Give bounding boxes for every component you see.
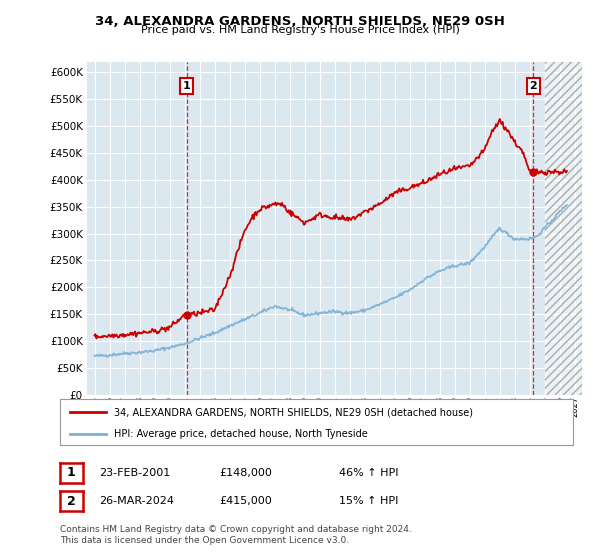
Text: 2: 2 (67, 494, 76, 508)
Text: 1: 1 (67, 466, 76, 479)
Bar (545, 62, 589, 395)
Text: Contains HM Land Registry data © Crown copyright and database right 2024.
This d: Contains HM Land Registry data © Crown c… (60, 525, 412, 545)
Text: 1: 1 (183, 81, 191, 91)
Text: 26-MAR-2024: 26-MAR-2024 (99, 496, 174, 506)
Text: 15% ↑ HPI: 15% ↑ HPI (339, 496, 398, 506)
Text: £415,000: £415,000 (219, 496, 272, 506)
Bar (545, 62, 589, 395)
Text: £148,000: £148,000 (219, 468, 272, 478)
Text: HPI: Average price, detached house, North Tyneside: HPI: Average price, detached house, Nort… (114, 429, 368, 438)
Text: 2: 2 (529, 81, 537, 91)
Text: Price paid vs. HM Land Registry's House Price Index (HPI): Price paid vs. HM Land Registry's House … (140, 25, 460, 35)
Text: 46% ↑ HPI: 46% ↑ HPI (339, 468, 398, 478)
Text: 23-FEB-2001: 23-FEB-2001 (99, 468, 170, 478)
Text: 34, ALEXANDRA GARDENS, NORTH SHIELDS, NE29 0SH: 34, ALEXANDRA GARDENS, NORTH SHIELDS, NE… (95, 15, 505, 27)
Text: 34, ALEXANDRA GARDENS, NORTH SHIELDS, NE29 0SH (detached house): 34, ALEXANDRA GARDENS, NORTH SHIELDS, NE… (114, 407, 473, 417)
